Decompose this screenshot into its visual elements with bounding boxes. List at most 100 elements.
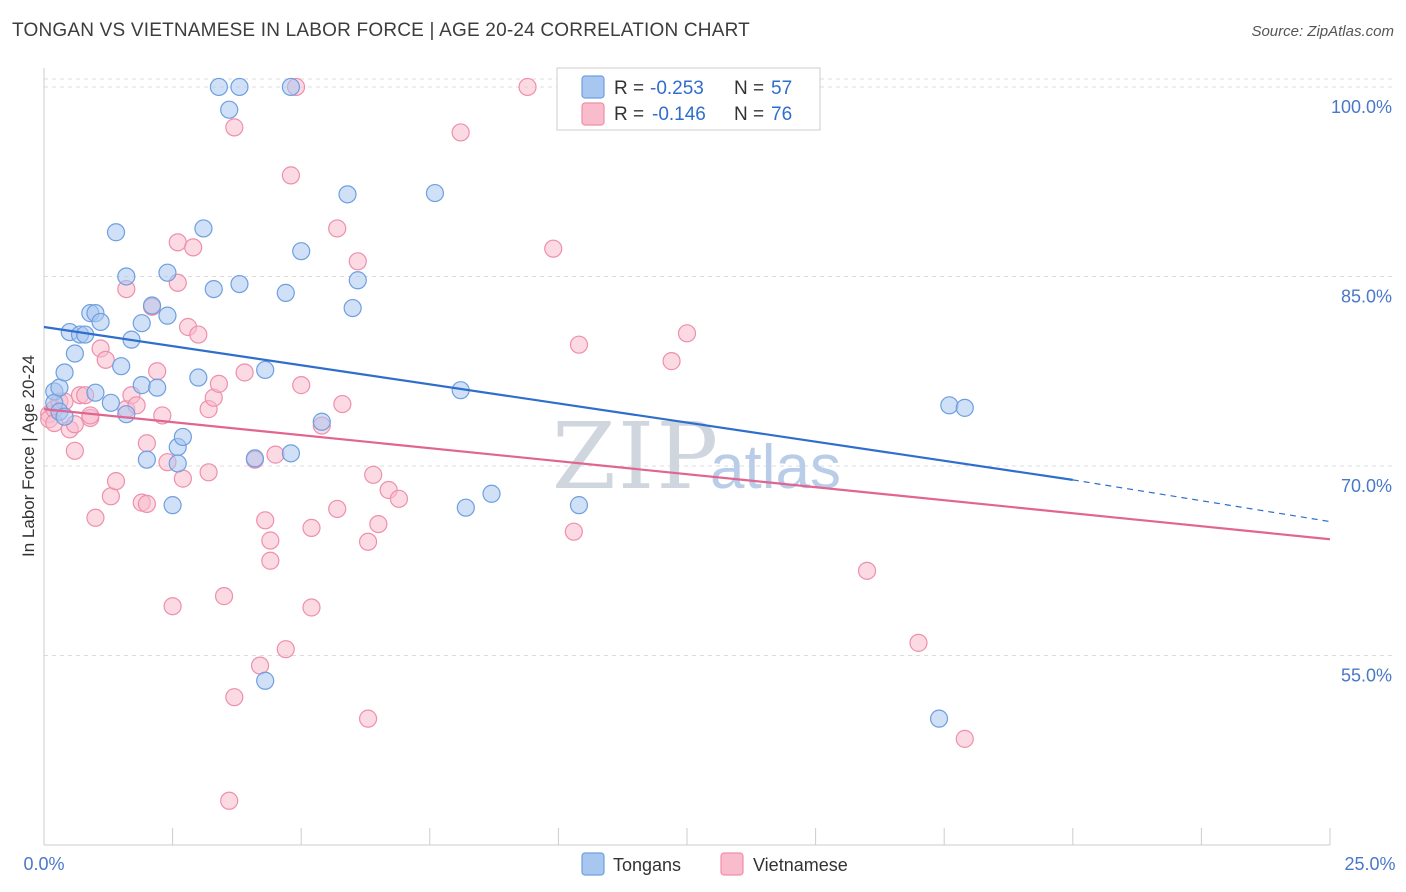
series-legend: Tongans Vietnamese	[581, 852, 848, 876]
vietnamese-point	[333, 394, 352, 414]
tongan-point	[569, 496, 589, 515]
vietnamese-point	[220, 791, 239, 810]
tongan-point	[168, 454, 187, 473]
vietnamese-point	[857, 561, 877, 580]
tongan-point	[940, 396, 959, 415]
legend-n-value-tongans: 57	[771, 78, 792, 99]
tongan-point	[456, 498, 475, 517]
y-tick-label: 70.0%	[1341, 476, 1392, 496]
tongan-point	[91, 312, 110, 332]
tongan-point	[189, 368, 208, 387]
tongan-point	[132, 376, 151, 395]
legend-n-label-tongans: N =	[734, 78, 764, 99]
vietnamese-point	[302, 598, 321, 617]
vietnamese-point	[677, 324, 697, 343]
vietnamese-point	[101, 487, 120, 506]
legend-r-value-vietnamese: -0.146	[652, 104, 706, 125]
series-legend-swatch-tongans	[581, 852, 605, 876]
tongan-point	[194, 219, 213, 238]
vietnamese-point	[173, 469, 192, 488]
vietnamese-point	[364, 465, 383, 484]
x-tick-label-right: 25.0%	[1344, 854, 1395, 874]
series-legend-swatch-vietnamese	[720, 852, 744, 876]
vietnamese-point	[86, 508, 105, 527]
tongan-point	[292, 242, 311, 261]
vietnamese-point	[276, 640, 295, 659]
vietnamese-point	[65, 441, 84, 460]
tongan-point	[256, 671, 275, 690]
tongan-point	[86, 383, 105, 402]
vietnamese-point	[261, 531, 280, 550]
legend-r-value-tongans: -0.253	[650, 78, 704, 99]
x-axis-ticks	[43, 828, 1331, 845]
tongan-point	[256, 360, 275, 380]
y-tick-label: 85.0%	[1341, 286, 1392, 306]
legend-swatch-vietnamese	[581, 102, 605, 126]
vietnamese-point	[256, 511, 275, 530]
vietnamese-point	[106, 472, 126, 491]
tongan-point	[929, 709, 949, 728]
vietnamese-point	[328, 219, 347, 238]
tongan-point	[281, 444, 301, 463]
tongan-point	[65, 344, 84, 363]
y-axis-tick-labels: 55.0% 70.0% 85.0% 100.0%	[1331, 97, 1392, 686]
tongan-point	[955, 398, 974, 417]
tongan-point	[204, 279, 223, 299]
vietnamese-point	[544, 239, 563, 258]
tongan-trend-extension	[1072, 479, 1331, 523]
correlation-legend: R = -0.253 N = 57 R = -0.146 N = 76	[556, 67, 821, 131]
trend-lines	[43, 325, 1331, 541]
vietnamese-point	[302, 518, 321, 537]
tongan-point	[148, 378, 167, 397]
tongan-point	[220, 100, 239, 119]
vietnamese-point	[909, 633, 928, 652]
tongan-point	[142, 296, 162, 315]
tongan-point	[101, 393, 120, 412]
vietnamese-point	[281, 166, 301, 185]
vietnamese-point	[214, 587, 234, 606]
vietnamese-point	[225, 688, 244, 707]
tongan-point	[117, 267, 136, 286]
tongan-point	[230, 274, 249, 294]
vietnamese-point	[209, 374, 228, 393]
y-tick-label: 100.0%	[1331, 97, 1392, 117]
y-tick-label: 55.0%	[1341, 665, 1392, 685]
vietnamese-point	[358, 532, 378, 551]
vietnamese-point	[451, 123, 470, 142]
vietnamese-point	[369, 514, 388, 534]
tongan-point	[312, 412, 331, 431]
vietnamese-point	[569, 335, 589, 354]
vietnamese-point	[225, 118, 244, 137]
vietnamese-point	[266, 445, 285, 464]
vietnamese-point	[137, 434, 156, 453]
vietnamese-point	[292, 376, 311, 395]
watermark-zip: ZIP	[552, 403, 720, 510]
watermark-atlas: atlas	[710, 433, 841, 502]
tongan-point	[137, 450, 156, 469]
tongan-point	[163, 496, 182, 515]
tongan-point	[117, 405, 136, 424]
tongan-point	[112, 357, 131, 376]
vietnamese-point	[199, 463, 218, 482]
series-legend-label-tongans: Tongans	[613, 855, 681, 875]
chart-title: TONGAN VS VIETNAMESE IN LABOR FORCE | AG…	[12, 20, 750, 41]
tongan-point	[209, 77, 228, 97]
vietnamese-point	[389, 489, 409, 508]
tongan-point	[338, 185, 357, 204]
x-tick-label-left: 0.0%	[23, 854, 64, 874]
tongan-trend-line	[43, 325, 1073, 481]
tongan-point	[158, 306, 177, 325]
vietnamese-trend-line	[43, 408, 1331, 541]
series-tongans-points	[45, 77, 974, 728]
y-axis-title: In Labor Force | Age 20-24	[19, 355, 38, 557]
vietnamese-point	[564, 522, 583, 541]
legend-swatch-tongans	[581, 75, 605, 99]
legend-n-label-vietnamese: N =	[734, 104, 764, 125]
vietnamese-point	[358, 709, 378, 728]
watermark: ZIP atlas	[552, 403, 841, 510]
tongan-point	[482, 484, 501, 503]
vietnamese-point	[250, 656, 270, 675]
vietnamese-point	[955, 729, 974, 748]
legend-r-label-tongans: R =	[614, 78, 644, 99]
